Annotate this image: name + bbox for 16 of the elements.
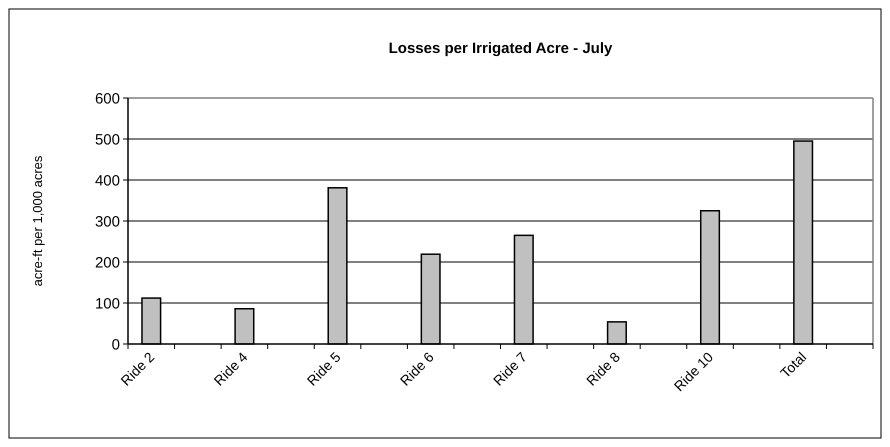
y-tick-label: 300 [94, 213, 120, 230]
y-tick-label: 200 [94, 254, 120, 272]
y-tick-label: 100 [94, 295, 120, 312]
y-tick-label: 0 [112, 336, 120, 354]
x-tick-label: Ride 2 [117, 348, 158, 389]
y-tick-label: 400 [94, 172, 120, 190]
x-tick-label: Ride 7 [490, 348, 530, 389]
x-tick-label: Ride 8 [583, 348, 624, 389]
x-tick-label: Ride 10 [670, 348, 716, 394]
y-tick-label: 600 [94, 90, 120, 108]
x-tick-label: Ride 5 [304, 348, 344, 389]
chart-title: Losses per Irrigated Acre - July [388, 40, 613, 57]
x-tick-label: Ride 6 [396, 348, 437, 389]
y-tick-label: 500 [94, 131, 120, 148]
x-tick-label: Ride 4 [210, 348, 251, 389]
y-axis-title: acre-ft per 1,000 acres [30, 155, 45, 286]
